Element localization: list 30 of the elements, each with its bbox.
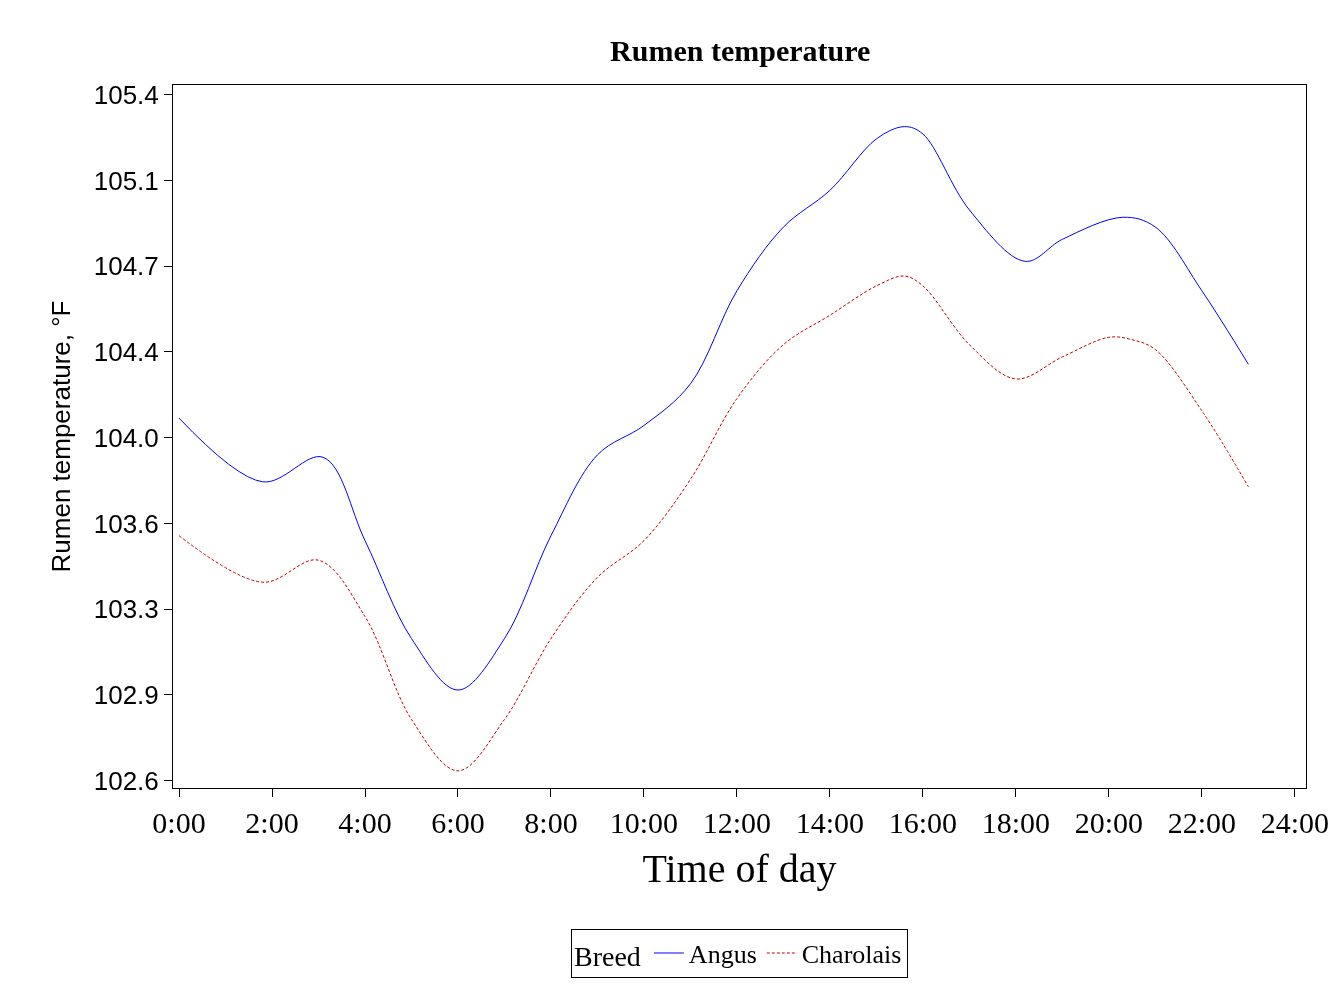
y-tick-label: 103.3 xyxy=(93,594,159,625)
x-tick-label: 0:00 xyxy=(152,806,206,839)
line-series xyxy=(178,275,1249,772)
line-series xyxy=(178,126,1249,691)
chart-title: Rumen temperature xyxy=(610,33,871,67)
y-tick-label: 105.4 xyxy=(93,79,159,110)
x-tick-label: 12:00 xyxy=(702,806,772,839)
y-tick-label: 104.7 xyxy=(93,251,159,282)
x-tick-label: 20:00 xyxy=(1074,806,1144,839)
y-tick-label: 104.0 xyxy=(93,422,159,453)
x-tick-label: 4:00 xyxy=(338,806,392,839)
y-tick-label: 104.4 xyxy=(93,337,159,368)
x-tick-label: 10:00 xyxy=(609,806,679,839)
x-axis-title: Time of day xyxy=(642,845,837,891)
x-tick-label: 22:00 xyxy=(1167,806,1237,839)
x-tick-label: 8:00 xyxy=(524,806,578,839)
x-tick-label: 18:00 xyxy=(981,806,1051,839)
y-axis-title: Rumen temperature, °F xyxy=(46,300,77,573)
y-tick-label: 105.1 xyxy=(93,165,159,196)
x-tick-label: 24:00 xyxy=(1260,806,1330,839)
y-tick-label: 102.6 xyxy=(93,765,159,796)
legend-title: Breed xyxy=(574,941,641,972)
legend-label: Charolais xyxy=(801,940,902,970)
x-tick-label: 6:00 xyxy=(431,806,485,839)
legend-label: Angus xyxy=(688,940,757,970)
x-tick-label: 14:00 xyxy=(795,806,865,839)
y-tick-label: 103.6 xyxy=(93,508,159,539)
x-tick-label: 2:00 xyxy=(245,806,299,839)
y-tick-label: 102.9 xyxy=(93,680,159,711)
x-tick-label: 16:00 xyxy=(888,806,958,839)
